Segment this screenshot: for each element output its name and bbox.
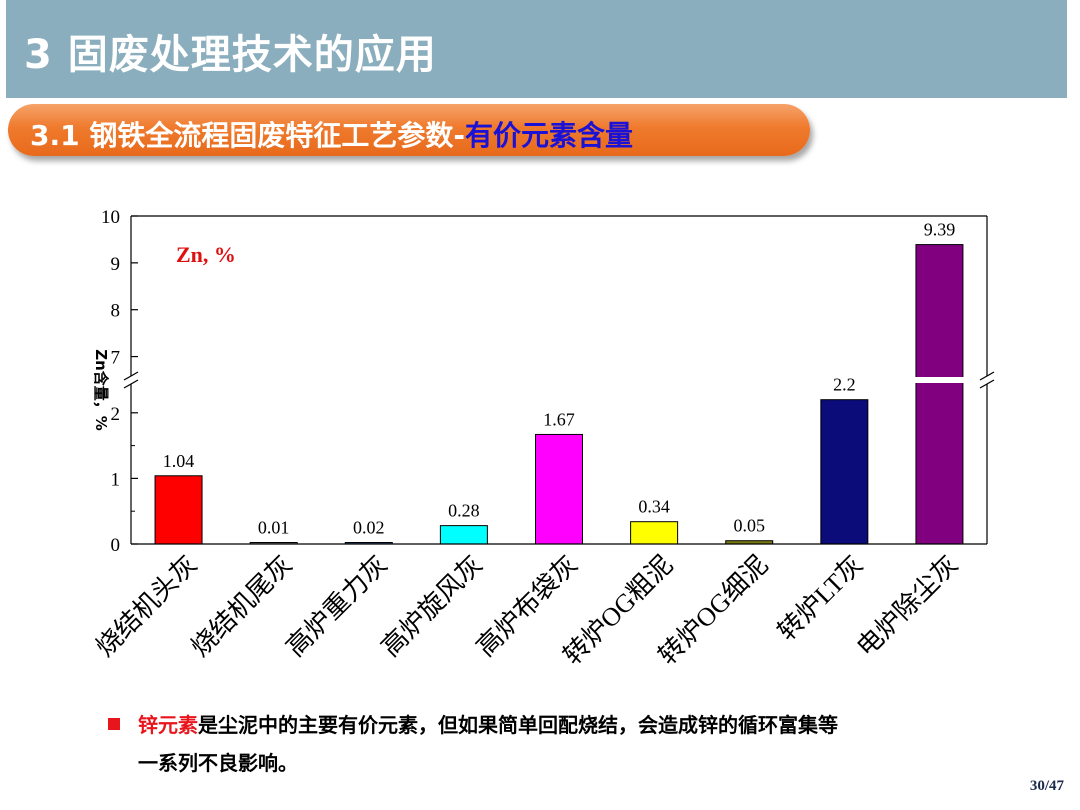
bar-value-label-5: 0.34 bbox=[638, 497, 670, 517]
category-label-6: 转炉OG细泥 bbox=[653, 550, 774, 671]
axis-break-mark-1-b bbox=[979, 379, 995, 389]
bar-2 bbox=[344, 542, 393, 545]
y-tick-label-9: 9 bbox=[111, 254, 121, 275]
axis-break-gap bbox=[893, 377, 985, 383]
bar-0 bbox=[154, 475, 203, 545]
category-label-5: 转炉OG粗泥 bbox=[558, 550, 679, 671]
subtitle-accent: 有价元素含量 bbox=[464, 119, 633, 152]
header-bar: 3 固废处理技术的应用 bbox=[6, 0, 1067, 98]
bar-6 bbox=[725, 540, 774, 545]
category-label-8: 电炉除尘灰 bbox=[851, 550, 963, 662]
axis-break-mark-0-b bbox=[123, 379, 139, 389]
axis-break-mark-0-a bbox=[123, 371, 139, 381]
y-tick-label-1: 1 bbox=[111, 469, 121, 490]
axis-break-mark-1-a bbox=[979, 371, 995, 381]
note-line-2: 一系列不良影响。 bbox=[138, 751, 298, 775]
bar-4 bbox=[535, 433, 583, 545]
y-tick-label-0: 0 bbox=[111, 535, 121, 556]
y-tick-label-8: 8 bbox=[111, 301, 121, 322]
category-label-1: 烧结机尾灰 bbox=[185, 550, 297, 662]
category-label-3: 高炉旋风灰 bbox=[376, 550, 488, 662]
note-line-1: 锌元素是尘泥中的主要有价元素，但如果简单回配烧结，会造成锌的循环富集等 bbox=[108, 706, 1008, 744]
bar-8 bbox=[915, 244, 964, 545]
category-label-0: 烧结机头灰 bbox=[90, 550, 202, 662]
page-title: 3 固废处理技术的应用 bbox=[24, 32, 437, 78]
y-tick-label-10: 10 bbox=[101, 207, 120, 228]
bar-value-label-0: 1.04 bbox=[163, 451, 195, 471]
chart-annotation: Zn, % bbox=[176, 242, 236, 267]
y-axis-title: Zn含量，% bbox=[92, 349, 110, 431]
bullet-square-icon bbox=[108, 718, 120, 730]
page-number: 30/47 bbox=[1029, 778, 1064, 794]
section-subtitle: 3.1 钢铁全流程固废特征工艺参数-有价元素含量 bbox=[30, 114, 633, 154]
note-line-1-text: 是尘泥中的主要有价元素，但如果简单回配烧结，会造成锌的循环富集等 bbox=[198, 713, 838, 737]
y-tick-label-2: 2 bbox=[111, 404, 121, 425]
subtitle-main: 3.1 钢铁全流程固废特征工艺参数- bbox=[30, 119, 465, 152]
bar-value-label-8: 9.39 bbox=[924, 220, 956, 240]
category-label-7: 转炉LT灰 bbox=[772, 550, 868, 646]
category-label-2: 高炉重力灰 bbox=[281, 550, 393, 662]
y-tick-label-7: 7 bbox=[111, 348, 121, 369]
note-highlight: 锌元素 bbox=[138, 713, 198, 737]
bar-value-label-4: 1.67 bbox=[543, 409, 575, 429]
bar-7 bbox=[820, 399, 869, 545]
subtitle-pill: 3.1 钢铁全流程固废特征工艺参数-有价元素含量 bbox=[8, 104, 810, 156]
bar-value-label-6: 0.05 bbox=[733, 516, 765, 536]
category-label-4: 高炉布袋灰 bbox=[471, 550, 583, 662]
bar-5 bbox=[630, 521, 679, 545]
bar-1 bbox=[249, 542, 298, 545]
bar-value-label-2: 0.02 bbox=[353, 518, 385, 538]
bar-value-label-3: 0.28 bbox=[448, 501, 480, 521]
bar-value-label-7: 2.2 bbox=[833, 375, 856, 395]
note-paragraph: 锌元素是尘泥中的主要有价元素，但如果简单回配烧结，会造成锌的循环富集等 一系列不… bbox=[108, 706, 1008, 782]
bar-value-label-1: 0.01 bbox=[258, 518, 290, 538]
bar-3 bbox=[439, 525, 488, 545]
